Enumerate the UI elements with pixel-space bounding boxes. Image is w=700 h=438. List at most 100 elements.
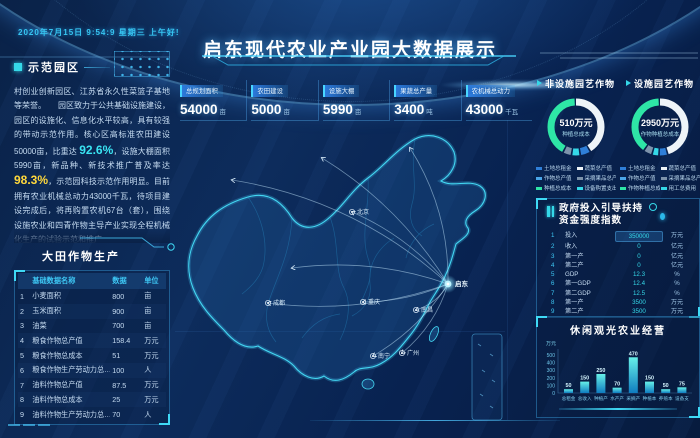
table-row: 3 油菜 700 亩 bbox=[20, 320, 152, 331]
stat-value-row: 43000 千瓦 bbox=[465, 101, 533, 121]
bar bbox=[580, 381, 590, 393]
stat-value: 54000 bbox=[180, 102, 218, 117]
legend-swatch bbox=[620, 176, 626, 180]
legend-label: 土地总租金 bbox=[544, 166, 572, 172]
legend-swatch bbox=[576, 176, 583, 180]
legend-label: 作物总产值 bbox=[628, 176, 656, 182]
circle-filled-icon bbox=[660, 213, 665, 220]
donut-center-label: 作物种植总成本 bbox=[640, 132, 680, 138]
svg-text:启东: 启东 bbox=[455, 279, 469, 288]
dots-decoration bbox=[114, 51, 170, 77]
field-crops-header: 基础数据名称 数据 单位 bbox=[18, 273, 166, 289]
lens-flare-decoration bbox=[440, 80, 590, 90]
column-header bbox=[18, 273, 31, 289]
svg-text:设备支: 设备支 bbox=[675, 395, 689, 402]
stat-value-row: 3400 吨 bbox=[394, 101, 461, 121]
garden-crop-panel: 非设施园艺作物510万元种植总成本土地总租金蔬菜总产值作物总产值采摘果品总产值种… bbox=[536, 76, 616, 192]
svg-text:150: 150 bbox=[645, 376, 654, 382]
demo-park-panel: 示范园区 村创业创新园区、江苏省永久性菜篮子基地等荣誉。 园区致力于公共基础设施… bbox=[14, 51, 170, 243]
stat-box: 设施大棚 5990 亩 bbox=[319, 80, 391, 121]
svg-text:种植产: 种植产 bbox=[594, 395, 608, 402]
stat-box: 果蔬总产量 3400 吨 bbox=[390, 80, 462, 121]
panel-underline-decoration bbox=[559, 408, 677, 410]
gov-table-row: 1 投入 350000 万元 bbox=[551, 231, 691, 243]
bottom-line-decoration bbox=[310, 420, 560, 421]
legend-swatch bbox=[536, 186, 542, 190]
svg-text:种植本: 种植本 bbox=[643, 395, 657, 402]
city-marker: 北京 bbox=[348, 208, 369, 216]
table-row: 7 油料作物总产值 87.5 万元 bbox=[20, 380, 159, 390]
stat-value: 5000 bbox=[251, 102, 282, 117]
svg-text:50: 50 bbox=[566, 383, 572, 389]
kpi-stat-row: 总规划面积 54000 亩农田建设 5000 亩设施大棚 5990 亩果蔬总产量 3400 吨农… bbox=[176, 80, 533, 121]
legend-swatch bbox=[536, 176, 542, 180]
table-row: 8 油料作物总成本 25 万元 bbox=[18, 392, 166, 408]
legend-label: 采摘果品总产值 bbox=[668, 176, 700, 182]
gov-fund-panel: 政府投入引导扶持 资金强度指数 1 投入 350000 万元 2 收入 0 亿元 3 第一产 0 亿元… bbox=[536, 198, 700, 318]
bar bbox=[677, 387, 687, 393]
svg-text:万元: 万元 bbox=[546, 341, 556, 347]
bar bbox=[661, 389, 671, 393]
legend-label: 土地总租金 bbox=[628, 166, 656, 172]
dotted-arc-decoration bbox=[0, 0, 700, 102]
stat-unit: 亩 bbox=[219, 109, 227, 116]
stat-unit: 千瓦 bbox=[505, 109, 519, 116]
donut-center: 2950万元 作物种植总成本 bbox=[629, 96, 691, 158]
stat-value: 3400 bbox=[394, 102, 425, 117]
svg-text:400: 400 bbox=[547, 361, 556, 367]
table-row: 4 粮食作物总产值 158.4 万元 bbox=[18, 333, 166, 349]
column-header: 数据 bbox=[110, 273, 143, 289]
grid-line-horizontal bbox=[175, 331, 505, 332]
highlight-percent-yellow: 98.3% bbox=[14, 173, 49, 188]
stat-box: 总规划面积 54000 亩 bbox=[176, 80, 248, 121]
hainan-island bbox=[361, 378, 375, 390]
flight-line bbox=[352, 212, 449, 285]
stat-value: 43000 bbox=[465, 102, 504, 117]
flight-line bbox=[292, 264, 449, 285]
legend-swatch bbox=[576, 186, 583, 190]
square-bullet-icon bbox=[14, 63, 22, 71]
svg-text:100: 100 bbox=[547, 383, 556, 389]
donut-header: 设施园艺作物 bbox=[620, 76, 700, 90]
flight-line bbox=[410, 148, 449, 285]
table-row: 6 粮食作物生产劳动力总… 100 人 bbox=[18, 362, 166, 378]
svg-text:150: 150 bbox=[580, 376, 589, 382]
legend-label: 蔬菜总产值 bbox=[668, 166, 697, 172]
legend-item: 蔬菜总产值 bbox=[660, 164, 700, 172]
svg-text:200: 200 bbox=[547, 376, 556, 382]
donut-title: 非设施园艺作物 bbox=[544, 78, 615, 89]
arrow-icon bbox=[536, 80, 542, 86]
legend-item: 作物总产值 bbox=[536, 174, 576, 182]
legend-swatch bbox=[660, 176, 667, 180]
donut-header: 非设施园艺作物 bbox=[536, 76, 616, 90]
circuit-line-decoration bbox=[80, 237, 175, 251]
svg-text:养殖本: 养殖本 bbox=[659, 395, 673, 402]
header-arc-decoration bbox=[0, 0, 700, 106]
svg-text:重庆: 重庆 bbox=[368, 298, 380, 306]
gov-table-row: 2 收入 0 亿元 bbox=[551, 243, 684, 251]
legend-swatch bbox=[620, 186, 626, 190]
page-title: 启东现代农业产业园大数据展示 bbox=[202, 40, 497, 61]
legend-item: 作物种植总成本 bbox=[620, 184, 660, 192]
bar bbox=[612, 387, 622, 393]
legend-label: 用工总费用 bbox=[668, 186, 697, 192]
donut-chart: 2950万元 作物种植总成本 bbox=[629, 96, 691, 158]
bar bbox=[645, 381, 654, 393]
svg-text:成都: 成都 bbox=[273, 299, 285, 307]
svg-text:0: 0 bbox=[552, 391, 555, 397]
stat-value-row: 5990 亩 bbox=[322, 101, 390, 121]
city-marker: 启东 bbox=[439, 275, 469, 293]
svg-text:北京: 北京 bbox=[357, 208, 369, 216]
gov-table-row: 8 第一产 3500 万元 bbox=[551, 299, 684, 307]
china-outline bbox=[186, 133, 488, 390]
stat-unit: 亩 bbox=[283, 109, 290, 116]
stat-box: 农机械总动力 43000 千瓦 bbox=[462, 80, 533, 121]
city-marker: 南宁 bbox=[369, 352, 390, 360]
flight-lines bbox=[232, 148, 449, 356]
svg-text:总租金: 总租金 bbox=[562, 395, 576, 402]
column-header: 单位 bbox=[142, 273, 166, 289]
svg-text:470: 470 bbox=[629, 351, 638, 357]
demo-text-seg: ，设施大棚面积5990亩，新品种、新技术推广普及率达 bbox=[14, 146, 170, 171]
